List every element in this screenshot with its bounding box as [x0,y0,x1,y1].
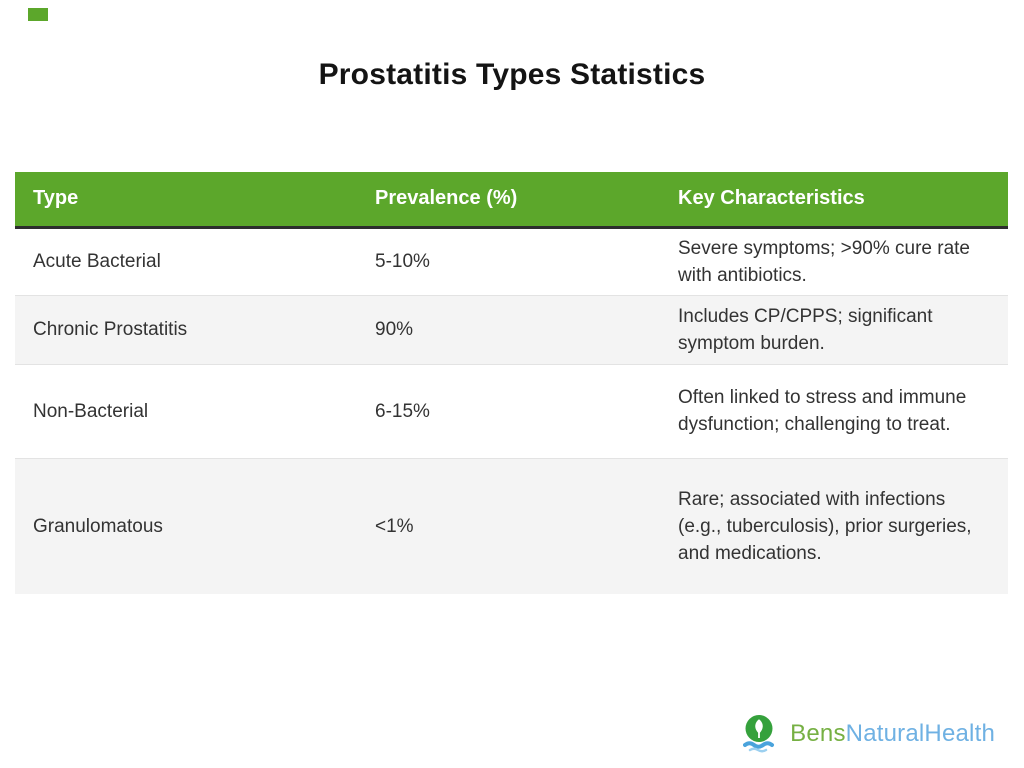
brand-logo-text-secondary: NaturalHealth [845,720,995,747]
table-row: Acute Bacterial 5-10% Severe symptoms; >… [15,227,1008,295]
table-row: Non-Bacterial 6-15% Often linked to stre… [15,363,1008,458]
cell-type: Non-Bacterial [15,363,357,458]
cell-type: Chronic Prostatitis [15,294,357,364]
corner-brand-mark [28,8,48,21]
statistics-table-container: Type Prevalence (%) Key Characteristics … [15,172,1008,594]
cell-prevalence: 90% [357,294,660,364]
brand-logo-text: BensNaturalHealth [790,720,995,748]
cell-characteristics: Includes CP/CPPS; significant symptom bu… [660,294,1008,364]
cell-type: Acute Bacterial [33,251,161,272]
page-title: Prostatitis Types Statistics [318,58,706,91]
leaf-circle-wave-icon [743,714,781,754]
table-row: Granulomatous <1% Rare; associated with … [15,457,1008,594]
cell-prevalence: 5-10% [375,251,430,272]
column-header-type: Type [15,172,357,229]
column-header-prevalence: Prevalence (%) [357,172,660,229]
cell-type: Granulomatous [15,457,357,594]
cell-prevalence: 6-15% [357,363,660,458]
cell-characteristics: Often linked to stress and immune dysfun… [660,363,1008,458]
table-header-row: Type Prevalence (%) Key Characteristics [15,172,1008,229]
statistics-table: Type Prevalence (%) Key Characteristics … [15,172,1008,594]
brand-logo-text-primary: Bens [790,720,846,747]
column-header-characteristics: Key Characteristics [660,172,1008,229]
cell-characteristics: Severe symptoms; >90% cure rate with ant… [678,237,970,286]
cell-characteristics: Rare; associated with infections (e.g., … [660,457,1008,594]
table-row: Chronic Prostatitis 90% Includes CP/CPPS… [15,294,1008,364]
cell-prevalence: <1% [357,457,660,594]
brand-logo: BensNaturalHealth [743,712,995,756]
